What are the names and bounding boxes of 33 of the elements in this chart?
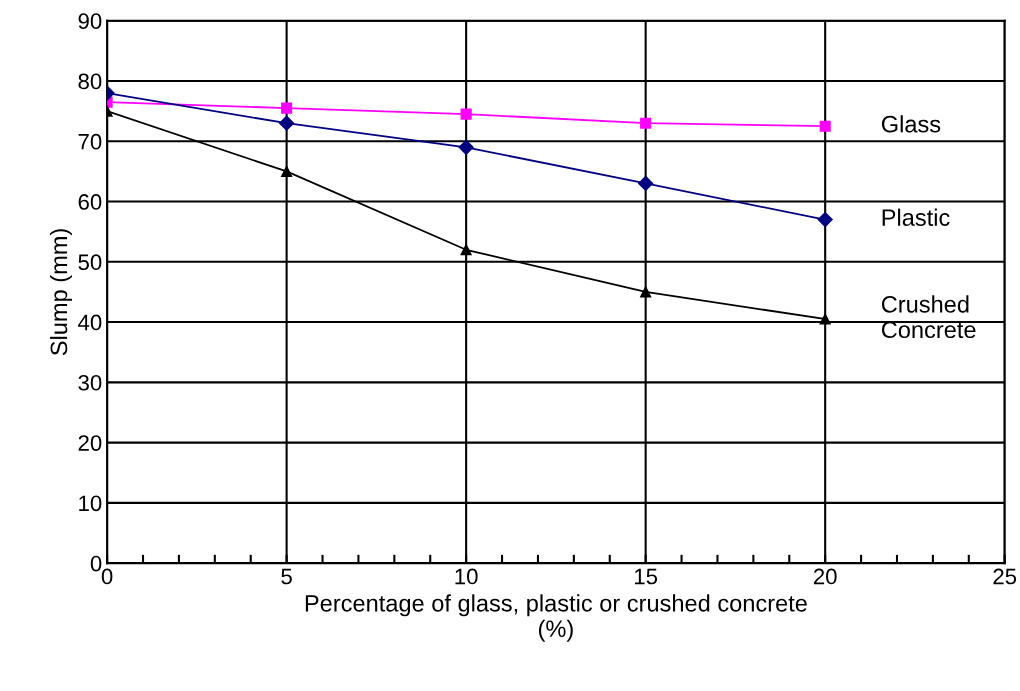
text: Crushed Concrete xyxy=(881,295,976,339)
x-tick-label: 10 xyxy=(455,568,478,585)
point xyxy=(458,139,474,155)
point xyxy=(281,165,293,177)
y-tick-label: 80 xyxy=(78,73,102,90)
text: Plastic xyxy=(882,208,950,226)
text: Glass xyxy=(881,115,941,133)
y-axis-title: Slump (mm) xyxy=(49,229,72,356)
y-tick-label: 70 xyxy=(78,133,102,150)
point xyxy=(460,108,472,120)
point xyxy=(819,120,831,132)
point xyxy=(281,102,293,114)
x-tick-label: 15 xyxy=(635,568,658,585)
x-tick-label: 0 xyxy=(101,568,113,585)
y-tick-label: 60 xyxy=(78,194,102,210)
y-tick-label: 90 xyxy=(78,13,102,29)
x-axis-title: Percentage of glass, plastic or crushed concrete (%) xyxy=(305,594,807,642)
point xyxy=(279,115,295,131)
point xyxy=(638,175,654,192)
point xyxy=(640,286,652,298)
point xyxy=(460,244,472,256)
x-tick-label: 5 xyxy=(281,568,292,585)
point xyxy=(817,212,833,228)
point xyxy=(819,313,831,325)
y-tick-label: 10 xyxy=(79,495,102,512)
y-tick-label: 40 xyxy=(78,314,102,331)
x-tick-label: 25 xyxy=(993,568,1017,585)
point xyxy=(640,117,652,129)
y-tick-label: 20 xyxy=(78,435,102,451)
y-tick-label: 50 xyxy=(78,254,102,271)
y-tick-label: 0 xyxy=(90,555,102,572)
x-tick-label: 20 xyxy=(813,568,837,585)
y-tick-label: 30 xyxy=(78,374,102,391)
